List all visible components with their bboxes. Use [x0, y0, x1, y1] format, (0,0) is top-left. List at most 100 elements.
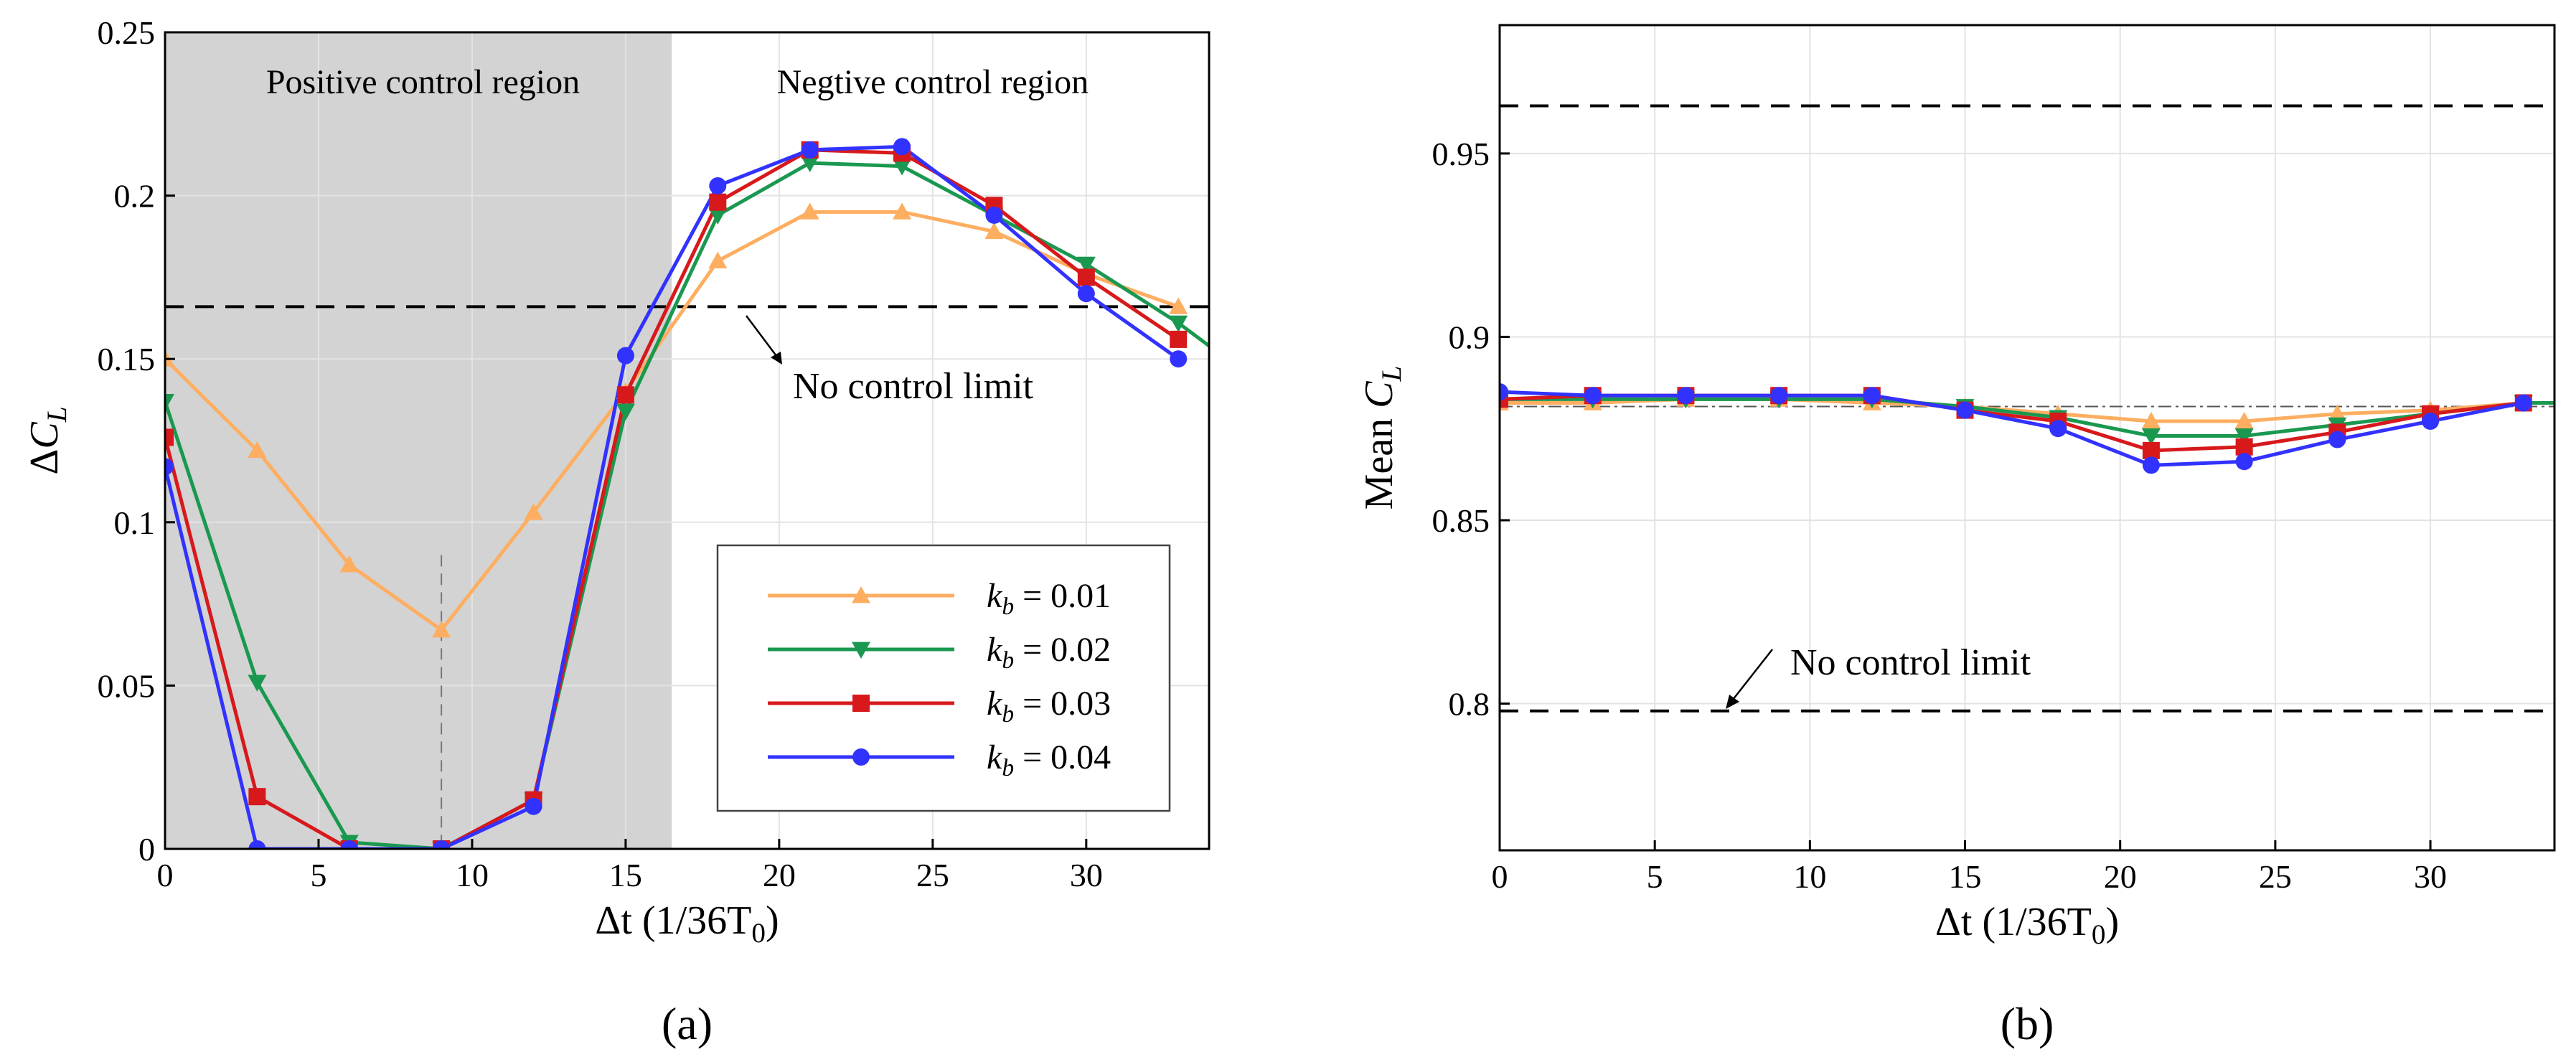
y-tick-label: 0.2: [114, 178, 156, 215]
data-point-kb-0.02: [1169, 315, 1188, 333]
x-tick-label: 0: [1492, 858, 1508, 895]
data-point-kb-0.04: [2235, 453, 2253, 471]
data-point-kb-0.04: [248, 840, 266, 849]
x-tick-label: 15: [609, 857, 642, 893]
data-point-kb-0.04: [985, 206, 1003, 224]
y-tick-label: 0.85: [1432, 502, 1490, 539]
data-point-kb-0.02: [708, 207, 728, 225]
data-point-kb-0.04: [1863, 387, 1881, 405]
x-tick-label: 15: [1949, 858, 1982, 895]
x-tick-label: 0: [157, 857, 174, 893]
data-point-kb-0.04: [433, 840, 451, 849]
data-point-kb-0.04: [525, 797, 542, 815]
data-point-kb-0.01: [524, 503, 543, 520]
data-point-kb-0.04: [165, 458, 174, 476]
x-tick-label: 10: [1793, 858, 1826, 895]
data-point-kb-0.04: [2049, 420, 2067, 438]
data-point-kb-0.02: [165, 393, 174, 411]
data-point-kb-0.04: [893, 138, 911, 156]
x-tick-label: 25: [916, 857, 949, 893]
data-point-kb-0.03: [709, 193, 727, 211]
data-point-kb-0.02: [1076, 256, 1096, 274]
data-point-kb-0.01: [1169, 297, 1188, 314]
x-tick-label: 5: [310, 857, 326, 893]
no-control-limit-label: No control limit: [793, 366, 1034, 407]
negative-region-label: Negtive control region: [777, 63, 1089, 101]
data-point-kb-0.02: [2234, 428, 2254, 446]
data-point-kb-0.01: [339, 555, 359, 573]
panel-label: (b): [2001, 998, 2054, 1049]
y-tick-label: 0.95: [1432, 136, 1490, 172]
data-point-kb-0.03: [248, 788, 266, 806]
data-point-kb-0.04: [2514, 394, 2532, 412]
x-axis-title: Δt (1/36T0): [1935, 900, 2119, 950]
data-point-kb-0.01: [432, 621, 451, 638]
plot-frame: [1498, 24, 2556, 852]
data-point-kb-0.04: [1956, 401, 1974, 419]
data-point-kb-0.04: [1584, 387, 1602, 405]
data-point-kb-0.03: [165, 428, 174, 446]
data-point-kb-0.02: [893, 159, 912, 176]
legend-marker-kb-0.04: [852, 748, 870, 766]
data-point-kb-0.02: [248, 675, 267, 692]
data-point-kb-0.01: [2234, 412, 2254, 429]
data-point-kb-0.04: [2142, 456, 2160, 474]
data-point-kb-0.01: [2141, 412, 2161, 429]
limit-arrow-shaft: [746, 315, 779, 360]
series-line-kb-0.03: [1500, 393, 2524, 453]
series-group: [165, 138, 1209, 849]
y-tick-label: 0.15: [98, 341, 156, 377]
data-point-kb-0.01: [984, 222, 1004, 240]
y-tick-label: 0.05: [98, 667, 156, 704]
legend-label-kb-0.03: kb = 0.03: [987, 685, 1111, 728]
y-tick-label: 0: [138, 831, 155, 868]
y-tick-label: 0.9: [1449, 319, 1490, 355]
data-point-kb-0.03: [2142, 441, 2160, 459]
data-point-kb-0.04: [1677, 387, 1695, 405]
y-tick-label: 0.25: [98, 14, 156, 51]
data-point-kb-0.01: [893, 202, 912, 220]
data-point-kb-0.01: [2328, 404, 2347, 422]
limit-arrow-shaft: [1732, 649, 1773, 700]
no-control-limit-label: No control limit: [1790, 642, 2031, 683]
x-tick-label: 30: [1070, 857, 1103, 893]
panel-a-chart: 0 5 10 15 20 25 30 0 0.05 0.1 0.15 0.2 0.25 Δt (1/36T…: [22, 14, 1211, 1049]
data-point-kb-0.02: [616, 403, 635, 421]
data-point-kb-0.04: [2328, 431, 2346, 448]
series-line-kb-0.03: [165, 148, 1180, 849]
positive-region-label: Positive control region: [266, 63, 580, 101]
data-point-kb-0.03: [1170, 330, 1188, 348]
positive-control-region: [165, 32, 672, 849]
data-point-kb-0.04: [340, 840, 358, 849]
data-point-kb-0.03: [1077, 268, 1095, 286]
y-axis-title: Mean CL: [1357, 366, 1407, 510]
x-tick-label: 20: [763, 857, 796, 893]
data-point-kb-0.01: [708, 251, 728, 269]
legend-marker-kb-0.02: [852, 642, 870, 659]
legend-marker-kb-0.01: [852, 586, 870, 603]
panel-label: (a): [662, 998, 713, 1049]
y-tick-label: 0.8: [1449, 686, 1490, 723]
plot-frame: [164, 31, 1211, 850]
legend-label-kb-0.04: kb = 0.04: [987, 738, 1111, 781]
data-point-kb-0.04: [1077, 285, 1095, 303]
data-point-kb-0.04: [801, 141, 819, 159]
data-point-kb-0.04: [616, 347, 634, 365]
legend-label-kb-0.02: kb = 0.02: [987, 631, 1111, 674]
series-line-kb-0.04: [165, 144, 1180, 849]
y-axis-title: ΔCL: [22, 406, 72, 474]
x-axis-title: Δt (1/36T0): [595, 898, 779, 949]
y-tick-label: 0.1: [114, 504, 156, 541]
x-tick-label: 10: [456, 857, 489, 893]
legend-box: [716, 544, 1171, 812]
legend: kb = 0.01 kb = 0.02 kb = 0.03 kb = 0.04: [716, 544, 1171, 812]
legend-marker-kb-0.03: [852, 695, 870, 712]
series-group: [1500, 383, 2554, 474]
data-point-kb-0.04: [2422, 413, 2440, 430]
x-tick-label: 30: [2414, 858, 2447, 895]
limit-arrow-head: [771, 352, 782, 365]
data-point-kb-0.02: [2141, 428, 2161, 446]
data-point-kb-0.04: [709, 177, 727, 194]
series-line-kb-0.04: [1500, 390, 2524, 467]
